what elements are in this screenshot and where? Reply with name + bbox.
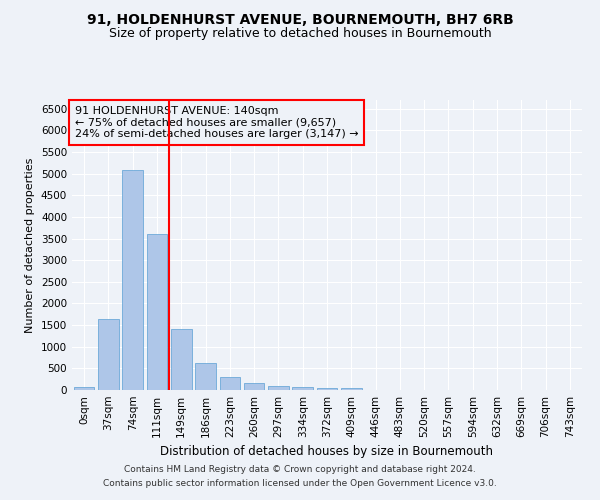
Bar <box>268 386 289 390</box>
Bar <box>171 330 191 390</box>
Y-axis label: Number of detached properties: Number of detached properties <box>25 158 35 332</box>
Text: 91, HOLDENHURST AVENUE, BOURNEMOUTH, BH7 6RB: 91, HOLDENHURST AVENUE, BOURNEMOUTH, BH7… <box>86 12 514 26</box>
Bar <box>292 388 313 390</box>
Bar <box>341 388 362 390</box>
Bar <box>220 376 240 390</box>
Bar <box>146 234 167 390</box>
Text: 91 HOLDENHURST AVENUE: 140sqm
← 75% of detached houses are smaller (9,657)
24% o: 91 HOLDENHURST AVENUE: 140sqm ← 75% of d… <box>74 106 358 139</box>
Bar <box>317 388 337 390</box>
Bar <box>98 318 119 390</box>
X-axis label: Distribution of detached houses by size in Bournemouth: Distribution of detached houses by size … <box>161 446 493 458</box>
Bar <box>195 363 216 390</box>
Text: Size of property relative to detached houses in Bournemouth: Size of property relative to detached ho… <box>109 28 491 40</box>
Bar <box>122 170 143 390</box>
Bar <box>244 384 265 390</box>
Bar <box>74 387 94 390</box>
Text: Contains HM Land Registry data © Crown copyright and database right 2024.
Contai: Contains HM Land Registry data © Crown c… <box>103 466 497 487</box>
